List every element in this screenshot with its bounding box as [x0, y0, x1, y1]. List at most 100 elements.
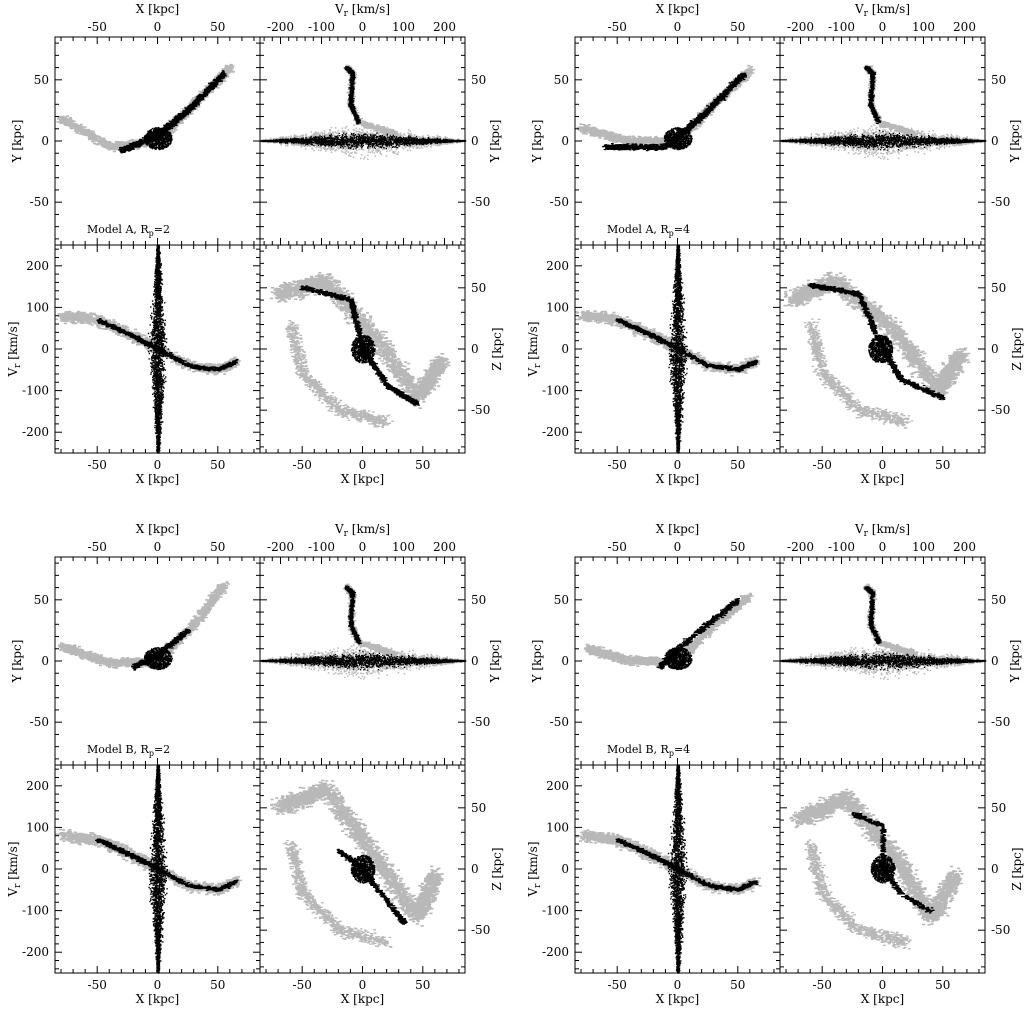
subplot-x-vr: -50 0 50 -200 -100 0 100 200 X [kpc] Vr [km/s] [6, 764, 261, 1006]
tick-label: 50 [554, 73, 569, 87]
observed-particles [615, 838, 681, 872]
core-particles [350, 854, 376, 884]
tick-label: -200 [542, 945, 569, 959]
tick-label: 0 [41, 134, 49, 148]
axis-label-y: Vr [km/s] [526, 841, 543, 897]
observed-particles [668, 244, 691, 454]
core-particles [663, 127, 693, 151]
subplot-x-vr: -50 0 50 -200 -100 0 100 200 X [kpc] Vr [km/s] [526, 244, 781, 486]
tick-label: 0 [359, 458, 367, 472]
tick-label: 0 [879, 978, 887, 992]
subplot-vr-y: -200 -100 0 100 200 -50 0 50 Vr [km/s] Y [kpc] [779, 522, 1022, 766]
observed-particles [95, 838, 161, 872]
simulation-particles [574, 310, 685, 354]
tick-label: 0 [359, 20, 367, 34]
tick-label: -50 [30, 195, 49, 209]
tick-label: 200 [433, 540, 456, 554]
tick-label: 0 [991, 342, 999, 356]
tick-label: -50 [813, 458, 832, 472]
subplot-x-z: -50 0 50 -50 0 50 X [kpc] Z [kpc] [779, 764, 1024, 1006]
tick-label: 0 [674, 20, 682, 34]
axis-label-x: X [kpc] [656, 2, 699, 16]
tick-label: -50 [991, 195, 1010, 209]
tick-label: 50 [210, 458, 225, 472]
tick-label: -200 [22, 425, 49, 439]
tick-label: -50 [991, 923, 1010, 937]
tick-label: -100 [542, 384, 569, 398]
tick-label: -100 [542, 904, 569, 918]
simulation-particles [804, 839, 912, 950]
subplot-x-vr: -50 0 50 -200 -100 0 100 200 X [kpc] Vr [km/s] [526, 764, 781, 1006]
tick-label: -50 [471, 715, 490, 729]
core-particles [868, 334, 894, 364]
tick-label: 0 [674, 540, 682, 554]
tick-label: -50 [88, 458, 107, 472]
tick-label: 0 [471, 134, 479, 148]
tick-label: -50 [550, 195, 569, 209]
tick-label: 100 [546, 820, 569, 834]
axis-label-x: X [kpc] [861, 472, 904, 486]
tick-label: 50 [210, 978, 225, 992]
tick-label: 200 [953, 20, 976, 34]
tick-label: 50 [210, 540, 225, 554]
tick-label: 0 [991, 862, 999, 876]
subplot-x-z: -50 0 50 -50 0 50 X [kpc] Z [kpc] [779, 244, 1024, 486]
model-label: Model B, Rp=4 [607, 743, 690, 758]
axis-label-x: X [kpc] [341, 472, 384, 486]
tick-label: -50 [88, 978, 107, 992]
subplot-xy: -50 0 50 -50 0 50 X [kpc] Y [kpc] Model B, Rp=4 [530, 522, 781, 766]
tick-label: 0 [41, 654, 49, 668]
tick-label: -100 [22, 904, 49, 918]
axis-label-y: Y [kpc] [1008, 640, 1022, 684]
tick-label: 0 [41, 342, 49, 356]
tick-label: 50 [935, 978, 950, 992]
tick-label: 50 [730, 458, 745, 472]
tick-label: 100 [26, 820, 49, 834]
tick-label: 100 [392, 20, 415, 34]
tick-label: 200 [546, 779, 569, 793]
axis-label-y: Y [kpc] [530, 120, 544, 164]
observed-particles [675, 346, 759, 373]
tick-label: 0 [674, 458, 682, 472]
subplot-xy: -50 0 50 -50 0 50 X [kpc] Y [kpc] Model A, Rp=2 [10, 2, 261, 246]
core-particles [870, 854, 896, 884]
tick-label: -100 [828, 20, 855, 34]
tick-label: 50 [210, 20, 225, 34]
tick-label: 50 [415, 978, 430, 992]
tick-label: 0 [154, 20, 162, 34]
axis-label-x: X [kpc] [656, 522, 699, 536]
tick-label: 0 [991, 654, 999, 668]
subplot-x-vr: -50 0 50 -200 -100 0 100 200 X [kpc] Vr [km/s] [6, 244, 261, 486]
axis-label-y: Z [kpc] [490, 327, 504, 370]
tick-label: -200 [267, 540, 294, 554]
tick-label: -50 [991, 715, 1010, 729]
tick-label: 0 [561, 134, 569, 148]
axis-label-x: X [kpc] [341, 992, 384, 1006]
simulation-particles [270, 779, 444, 927]
simulation-particles [152, 343, 241, 376]
tick-label: 0 [154, 458, 162, 472]
tick-label: -50 [550, 715, 569, 729]
tick-label: -50 [991, 403, 1010, 417]
tick-label: 50 [730, 540, 745, 554]
tick-label: -50 [608, 458, 627, 472]
tick-label: -100 [828, 540, 855, 554]
tick-label: 0 [359, 978, 367, 992]
simulation-particles [803, 318, 914, 429]
axis-label-y: Z [kpc] [1010, 327, 1024, 370]
tick-label: -50 [30, 715, 49, 729]
tick-label: 0 [561, 654, 569, 668]
axis-label-x: X [kpc] [656, 472, 699, 486]
tick-label: -50 [471, 403, 490, 417]
tick-label: 50 [415, 458, 430, 472]
tick-label: -200 [542, 425, 569, 439]
observed-particles [863, 586, 882, 645]
tick-label: 0 [991, 134, 999, 148]
axis-label-y: Y [kpc] [488, 640, 502, 684]
subplot-x-z: -50 0 50 -50 0 50 X [kpc] Z [kpc] [259, 244, 504, 486]
tick-label: 0 [154, 540, 162, 554]
axis-label-y: Y [kpc] [10, 640, 24, 684]
observed-particles [343, 66, 361, 125]
